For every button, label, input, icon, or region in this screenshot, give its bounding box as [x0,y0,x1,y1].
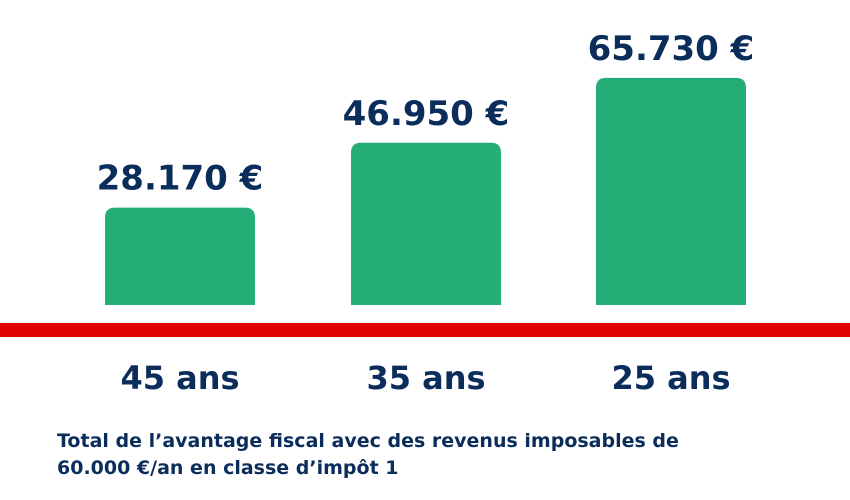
bar [105,207,255,305]
category-label: 45 ans [120,359,239,397]
bar [351,142,501,305]
data-label: 65.730 € [588,29,755,69]
caption-line-2: 60.000 €/an en classe d’impôt 1 [57,457,399,479]
category-label: 35 ans [366,359,485,397]
baseline [0,323,850,337]
data-label: 28.170 € [97,159,264,199]
bar-chart: 28.170 € 45 ans 46.950 € 35 ans 65.730 € 25 a… [0,29,850,397]
bar [596,77,746,305]
caption-line-1: Total de l’avantage fiscal avec des reve… [57,430,679,452]
chart-caption: Total de l’avantage fiscal avec des reve… [57,428,817,482]
data-label: 46.950 € [343,94,510,134]
category-label: 25 ans [611,359,730,397]
